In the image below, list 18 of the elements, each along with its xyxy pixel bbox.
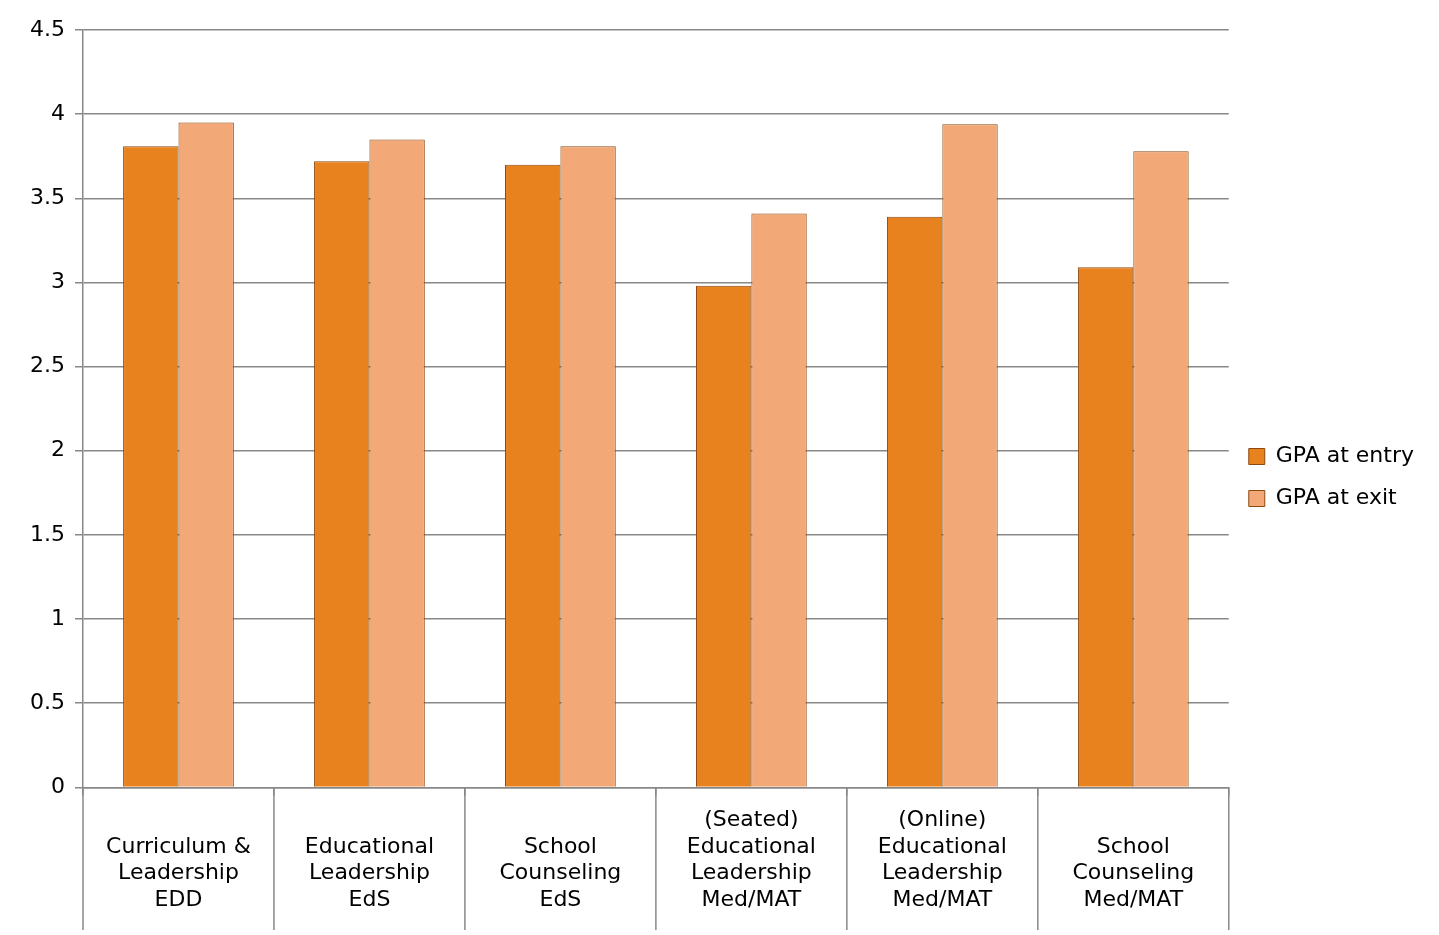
legend-label: GPA at entry bbox=[1275, 442, 1415, 468]
y-tick-label: 2.5 bbox=[29, 352, 65, 378]
x-tick-label: School Counseling Med/MAT bbox=[1072, 832, 1195, 911]
y-tick-label: 1.5 bbox=[29, 520, 65, 546]
x-tick-label: (Online) Educational Leadership Med/MAT bbox=[877, 806, 1007, 911]
x-tick-label: School Counseling EdS bbox=[499, 832, 622, 911]
y-tick-label: 1 bbox=[50, 604, 65, 630]
y-tick-label: 4.5 bbox=[29, 15, 65, 41]
y-tick-label: 3 bbox=[50, 268, 65, 294]
y-tick-label: 0.5 bbox=[29, 688, 65, 714]
y-tick-label: 0 bbox=[50, 773, 65, 799]
x-tick-label: (Seated) Educational Leadership Med/MAT bbox=[686, 806, 816, 911]
legend-label: GPA at exit bbox=[1275, 484, 1398, 510]
y-tick-label: 2 bbox=[50, 436, 65, 462]
x-tick-label: Educational Leadership EdS bbox=[304, 832, 434, 911]
x-tick-label: Curriculum & Leadership EDD bbox=[106, 832, 251, 911]
y-tick-label: 3.5 bbox=[29, 184, 65, 210]
y-tick-label: 4 bbox=[50, 99, 65, 125]
